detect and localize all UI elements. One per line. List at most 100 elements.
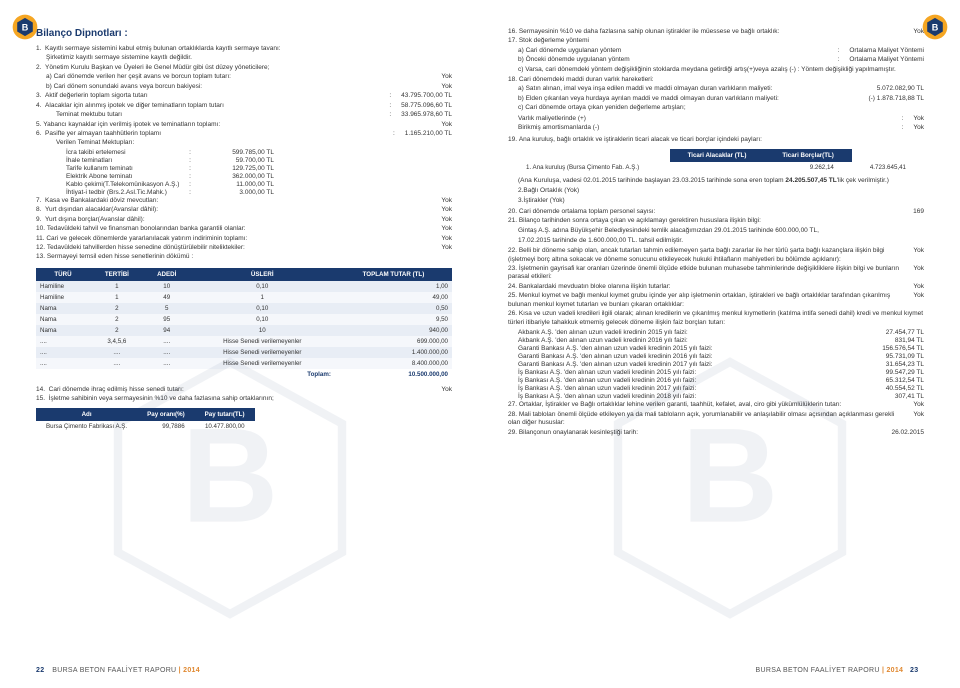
table-row: ............Hisse Senedi verilemeyenler8… (36, 358, 452, 369)
note-21a: Gintaş A.Ş. adına Büyükşehir Belediyesin… (508, 227, 924, 236)
note-5: Yabancı kaynaklar için verilmiş ipotek v… (43, 121, 220, 128)
deposit-label: Elektrik Abone teminatı (36, 173, 186, 180)
note-17a: a) Cari dönemde uygulanan yöntem (518, 47, 836, 55)
note-18c: c) Cari dönemde ortaya çıkan yeniden değ… (508, 104, 924, 113)
note-21: Bilanço tarihinden sonra ortaya çıkan ve… (519, 217, 761, 224)
footer-left: 22 BURSA BETON FAALİYET RAPORU | 2014 (36, 667, 200, 674)
page-number-right: 23 (910, 667, 924, 674)
note-17c: c) Varsa, cari dönemdeki yöntem değişikl… (508, 66, 924, 75)
note-19-2: 2.Bağlı Ortaklık (Yok) (508, 187, 924, 196)
note-18c1: Varlık maliyetlerinde (+) (518, 115, 900, 123)
note-11: Cari ve gelecek dönemlerde yararlanılaca… (46, 235, 247, 242)
svg-text:B: B (932, 22, 939, 32)
note-17: Stok değerleme yöntemi (519, 37, 589, 44)
credit-label: Garanti Bankası A.Ş. 'den alınan uzun va… (508, 345, 854, 352)
note-22: Belli bir döneme sahip olan, ancak tutar… (508, 247, 884, 262)
table-row: ............Hisse Senedi verilemeyenler1… (36, 347, 452, 358)
note-18: Cari dönemdeki maddi duran varlık hareke… (519, 76, 654, 83)
footer-right: BURSA BETON FAALİYET RAPORU | 2014 23 (756, 667, 924, 674)
note-27: Ortaklar, İştirakler ve Bağlı ortaklıkla… (519, 401, 842, 408)
credit-label: Garanti Bankası A.Ş. 'den alınan uzun va… (508, 361, 854, 368)
note-26: Kısa ve uzun vadeli kredileri ilgili ola… (508, 310, 923, 326)
deposit-value: 362.000,00 TL (194, 173, 274, 180)
svg-text:B: B (22, 22, 29, 32)
note-7: Kasa ve Bankalardaki döviz mevcutları: (45, 197, 158, 204)
deposit-label: Kablo çekimi(T.Telekomünikasyon A.Ş.) (36, 181, 186, 188)
credit-value: 831,94 TL (854, 337, 924, 344)
note-17b: b) Önceki dönemde uygulanan yöntem (518, 56, 836, 64)
note-18c2: Birikmiş amortismanlarda (-) (518, 124, 900, 132)
credit-label: İş Bankası A.Ş. 'den alınan uzun vadeli … (508, 369, 854, 376)
deposit-value: 59.700,00 TL (194, 157, 274, 164)
deposit-value: 599.785,00 TL (194, 149, 274, 156)
deposit-value: 3.000,00 TL (194, 189, 274, 196)
deposit-value: 11.000,00 TL (194, 181, 274, 188)
receivables-table: Ticari Alacaklar (TL)Ticari Borçlar(TL) … (670, 149, 924, 173)
deposit-label: Tarife kullanım teminatı (36, 165, 186, 172)
credit-value: 99.547,29 TL (854, 369, 924, 376)
note-10: Tedavüldeki tahvil ve finansman bonoları… (47, 225, 246, 232)
note-18a: a) Satın alınan, imal veya inşa edilen m… (518, 85, 869, 93)
note-19: Ana kuruluş, bağlı ortaklık ve iştirakle… (519, 136, 762, 143)
credits-list: Akbank A.Ş. 'den alınan uzun vadeli kred… (508, 329, 924, 400)
note-28: Mali tabloları önemli ölçüde etkileyen y… (508, 411, 894, 426)
table-row: Nama29410940,00 (36, 325, 452, 336)
credit-label: İş Bankası A.Ş. 'den alınan uzun vadeli … (508, 385, 854, 392)
credit-value: 65.312,54 TL (854, 377, 924, 384)
deposit-label: İcra takibi ertelemesi (36, 149, 186, 156)
note-9: Yurt dışına borçlar(Avanslar dâhil): (45, 216, 145, 223)
note-3: Aktif değerlerin toplam sigorta tutarı (45, 92, 148, 99)
note-24: Bankalardaki mevduatın bloke olanına ili… (519, 283, 671, 290)
note-12: Tedavüldeki tahvillerden hisse senedine … (47, 244, 245, 251)
note-23: İşletmenin gayrisafi kar oranları üzerin… (508, 265, 899, 280)
note-6: Pasifte yer almayan taahhütlerin toplamı (45, 130, 161, 137)
note-13: Sermayeyi temsil eden hisse senetlerinin… (47, 253, 193, 260)
table-row: Hamiline1100,101,00 (36, 281, 452, 292)
notes-heading: Bilanço Dipnotları : (36, 28, 452, 39)
brand-logo: B (12, 14, 38, 40)
deposits-title: Verilen Teminat Mektupları: (56, 139, 452, 147)
credit-value: 31.654,23 TL (854, 361, 924, 368)
credit-value: 95.731,09 TL (854, 353, 924, 360)
note-19-3: 3.İştirakler (Yok) (508, 197, 924, 206)
note-29: Bilançonun onaylanarak kesinleştiği tari… (519, 429, 638, 436)
deposit-label: İhale teminatları (36, 157, 186, 164)
note-2b: b) Cari dönem sonundaki avans veya borcu… (46, 83, 433, 91)
credit-label: İş Bankası A.Ş. 'den alınan uzun vadeli … (508, 377, 854, 384)
shares-table: TÜRÜTERTİBİADEDİÜSLERİTOPLAM TUTAR (TL) … (36, 268, 452, 380)
note-1b: Şirketimiz kayıtlı sermaye sistemine kay… (46, 54, 452, 62)
credit-label: Akbank A.Ş. 'den alınan uzun vadeli kred… (508, 337, 854, 344)
table-row: Bursa Çimento Fabrikası A.Ş.99,788610.47… (36, 421, 255, 432)
table-row: ....3,4,5,6....Hisse Senedi verilemeyenl… (36, 336, 452, 347)
note-25: Menkul kıymet ve bağlı menkul kıymet gru… (508, 292, 890, 307)
table-row: Nama2950,109,50 (36, 314, 452, 325)
credit-value: 307,41 TL (854, 393, 924, 400)
note-8: Yurt dışından alacaklar(Avanslar dâhil): (45, 206, 158, 213)
note-18b: b) Elden çıkarılan veya hurdaya ayrılan … (518, 95, 860, 103)
table-row: 1. Ana kuruluş (Bursa Çimento Fab. A.Ş.)… (670, 162, 924, 173)
note-14: Cari dönemde ihraç edilmiş hisse senedi … (49, 386, 184, 393)
table-row: Hamiline149149,00 (36, 292, 452, 303)
credit-label: Akbank A.Ş. 'den alınan uzun vadeli kred… (508, 329, 854, 336)
note-4t: Teminat mektubu tutarı (56, 111, 387, 119)
deposit-value: 129.725,00 TL (194, 165, 274, 172)
note-15: İşletme sahibinin veya sermayesinin %10 … (49, 395, 274, 402)
page-right: B B 16. Sermayesinin %10 ve daha fazlası… (480, 0, 960, 688)
note-4: Alacaklar için alınmış ipotek ve diğer t… (45, 102, 224, 109)
credit-value: 40.554,52 TL (854, 385, 924, 392)
deposit-label: İhtiyat-i tedbir (Brs.2.Asl.Tic.Mahk.) (36, 189, 186, 196)
owner-table: AdıPay oranı(%)Pay tutarı(TL) Bursa Çime… (36, 408, 255, 432)
credit-value: 156.576,54 TL (854, 345, 924, 352)
note-16: Sermayesinin %10 ve daha fazlasına sahip… (519, 28, 780, 35)
note-2: Yönetim Kurulu Başkan ve Üyeleri ile Gen… (45, 64, 269, 71)
note-21b: 17.02.2015 tarihinde de 1.600.000,00 TL.… (508, 237, 924, 246)
note-1: Kayıtlı sermaye sistemini kabul etmiş bu… (45, 45, 281, 52)
page-left: B B Bilanço Dipnotları : 1. Kayıtlı serm… (0, 0, 480, 688)
credit-label: İş Bankası A.Ş. 'den alınan uzun vadeli … (508, 393, 854, 400)
credit-label: Garanti Bankası A.Ş. 'den alınan uzun va… (508, 353, 854, 360)
credit-value: 27.454,77 TL (854, 329, 924, 336)
note-19-note: (Ana Kuruluşa, vadesi 02.01.2015 tarihin… (508, 177, 924, 186)
brand-logo: B (922, 14, 948, 40)
table-row: Nama250,100,50 (36, 303, 452, 314)
page-number-left: 22 (36, 667, 50, 674)
